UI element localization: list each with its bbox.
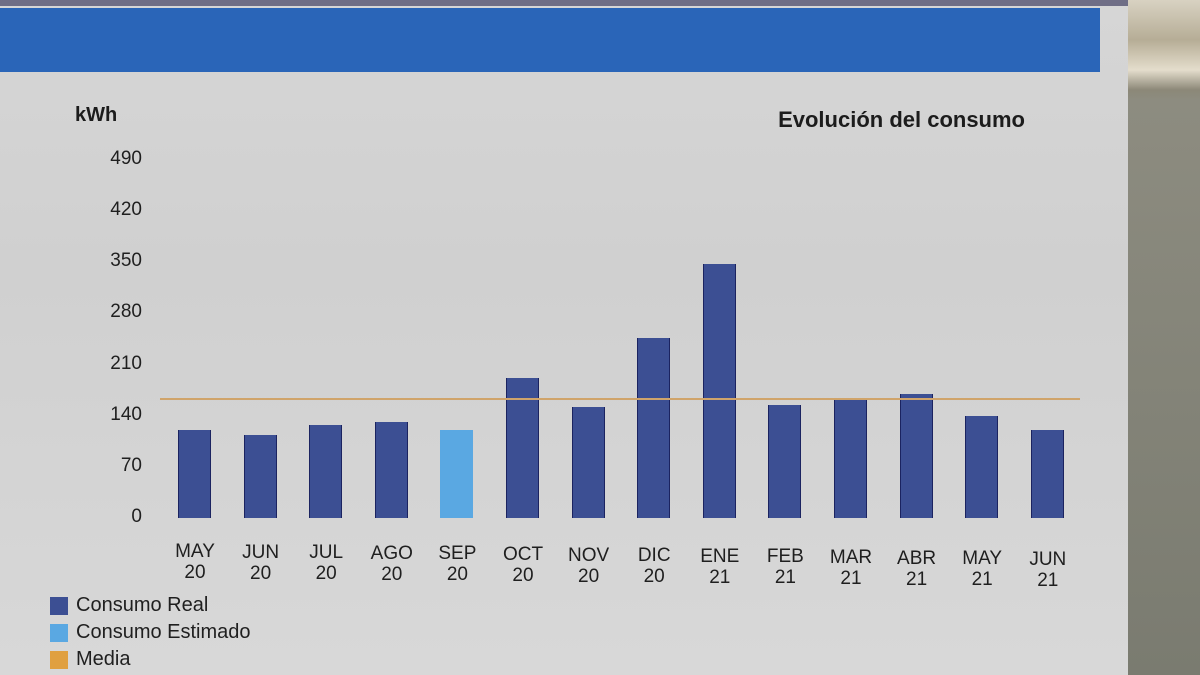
legend-swatch-real bbox=[50, 596, 68, 615]
x-tick-label: NOV 20 bbox=[556, 545, 622, 587]
y-tick-label: 210 bbox=[110, 352, 142, 374]
bar-consumo-real bbox=[702, 264, 736, 518]
x-tick-year: 21 bbox=[906, 568, 928, 590]
x-tick-label: JUL 20 bbox=[293, 542, 359, 584]
y-tick-label: 0 bbox=[131, 506, 142, 527]
x-tick-month: MAY bbox=[962, 548, 1003, 570]
bar-consumo-real bbox=[506, 378, 539, 518]
x-tick-month: JUN bbox=[1029, 548, 1067, 570]
x-tick-year: 20 bbox=[184, 562, 206, 583]
x-tick-label: ABR 21 bbox=[884, 548, 950, 590]
x-tick-label: DIC 20 bbox=[621, 545, 687, 587]
x-tick-month: JUL bbox=[309, 542, 344, 564]
x-tick-year: 20 bbox=[578, 565, 600, 587]
x-tick-year: 21 bbox=[971, 569, 993, 591]
x-tick-label: JUN 20 bbox=[228, 542, 294, 584]
top-strip bbox=[0, 0, 1128, 6]
x-tick-month: MAR bbox=[829, 547, 873, 568]
legend-swatch-media bbox=[50, 650, 68, 669]
x-tick-year: 20 bbox=[250, 562, 272, 584]
y-tick-label: 70 bbox=[120, 454, 142, 476]
bar-consumo-estimado bbox=[440, 429, 474, 518]
media-line bbox=[160, 398, 1080, 401]
x-tick-label: MAY 20 bbox=[162, 541, 228, 583]
bar-consumo-real bbox=[243, 435, 277, 518]
legend-swatch-estimado bbox=[50, 623, 68, 642]
y-tick-label: 280 bbox=[110, 301, 142, 323]
x-tick-label: AGO 20 bbox=[359, 543, 425, 585]
x-tick-month: MAY bbox=[175, 541, 215, 562]
x-tick-month: NOV bbox=[568, 544, 610, 566]
x-tick-month: AGO bbox=[370, 542, 413, 564]
x-tick-year: 20 bbox=[446, 564, 468, 586]
x-tick-label: ENE 21 bbox=[687, 546, 753, 588]
bar-consumo-real bbox=[571, 406, 605, 518]
x-tick-year: 21 bbox=[840, 568, 862, 589]
chart-title: Evolución del consumo bbox=[778, 107, 1025, 132]
x-tick-label: JUN 21 bbox=[1015, 549, 1081, 591]
x-tick-label: OCT 20 bbox=[490, 544, 556, 586]
bar-consumo-real bbox=[965, 416, 999, 518]
x-tick-year: 20 bbox=[315, 563, 337, 585]
y-tick-label: 140 bbox=[110, 403, 142, 425]
invoice-paper: kWh Evolución del consumo 490 420 350 280 21… bbox=[0, 0, 1128, 675]
y-tick-label: 350 bbox=[110, 250, 142, 272]
legend: Consumo Real Consumo Estimado Media bbox=[50, 592, 251, 673]
x-tick-month: FEB bbox=[766, 546, 804, 568]
y-axis-label: kWh bbox=[75, 104, 118, 126]
legend-item-real: Consumo Real bbox=[50, 592, 251, 619]
plot-area bbox=[160, 160, 1080, 518]
x-tick-month: OCT bbox=[502, 544, 544, 565]
x-tick-label: MAR 21 bbox=[818, 547, 884, 589]
x-tick-month: ENE bbox=[700, 545, 740, 567]
x-tick-year: 20 bbox=[512, 565, 534, 586]
bar-consumo-real bbox=[178, 430, 211, 518]
legend-label: Consumo Estimado bbox=[76, 621, 251, 643]
x-tick-month: DIC bbox=[637, 545, 671, 567]
x-tick-year: 21 bbox=[774, 567, 796, 589]
x-tick-month: JUN bbox=[242, 541, 280, 563]
bar-consumo-real bbox=[899, 393, 933, 518]
bar-consumo-real bbox=[1030, 430, 1064, 518]
x-tick-year: 20 bbox=[381, 563, 403, 585]
x-tick-label: SEP 20 bbox=[424, 543, 490, 585]
x-tick-year: 21 bbox=[1037, 569, 1059, 591]
bar-consumo-real bbox=[637, 338, 671, 518]
legend-item-estimado: Consumo Estimado bbox=[50, 619, 251, 646]
x-tick-label: FEB 21 bbox=[752, 546, 818, 588]
x-tick-month: SEP bbox=[438, 543, 477, 565]
bar-consumo-real bbox=[834, 398, 867, 518]
bar-consumo-real bbox=[309, 425, 343, 518]
legend-item-media: Media bbox=[50, 646, 251, 673]
header-band bbox=[0, 8, 1100, 72]
y-tick-label: 490 bbox=[110, 148, 142, 169]
x-tick-year: 20 bbox=[643, 566, 665, 588]
x-tick-label: MAY 21 bbox=[949, 548, 1015, 590]
x-tick-year: 21 bbox=[709, 566, 731, 588]
x-tick-month: ABR bbox=[897, 547, 937, 569]
background-wall bbox=[1125, 0, 1200, 675]
y-tick-label: 420 bbox=[110, 199, 142, 221]
legend-label: Consumo Real bbox=[76, 594, 209, 616]
legend-label: Media bbox=[76, 648, 131, 670]
bar-consumo-real bbox=[768, 404, 802, 518]
bar-consumo-real bbox=[374, 421, 408, 518]
